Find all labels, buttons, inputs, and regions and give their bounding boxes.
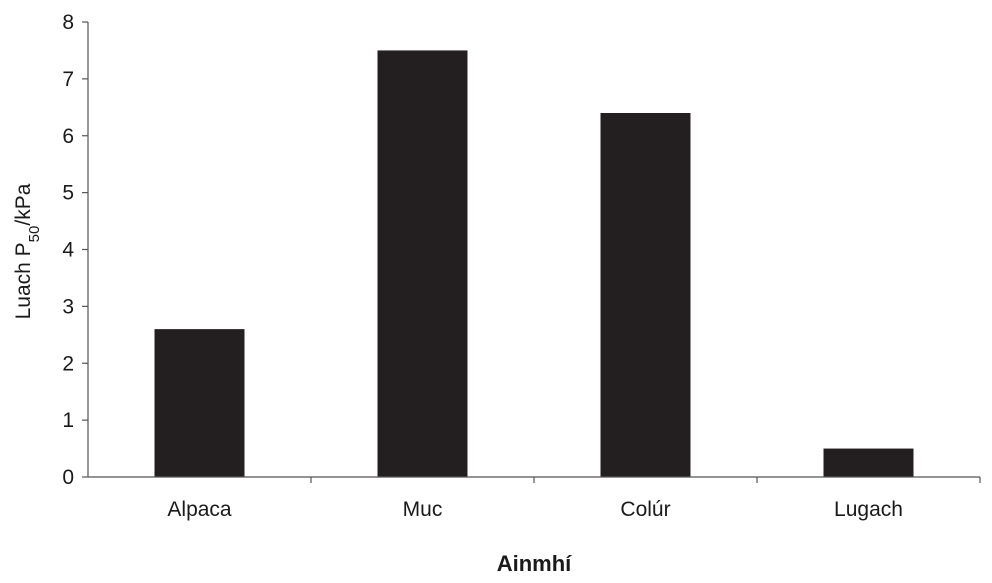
y-tick-label: 1 (62, 409, 74, 432)
bar-lugach (823, 448, 914, 477)
y-tick-label: 2 (62, 352, 74, 375)
y-tick-label: 8 (62, 11, 74, 34)
y-axis-title-prefix: Luach P (12, 242, 35, 319)
x-category-label: Alpaca (167, 498, 232, 521)
x-category-label: Colúr (620, 498, 670, 521)
y-tick-label: 5 (62, 182, 74, 205)
x-category-label: Lugach (834, 498, 903, 521)
y-ticks-group: 0 1 2 3 4 5 6 7 8 (62, 11, 88, 489)
y-tick-label: 3 (62, 295, 74, 318)
bar-alpaca (154, 329, 245, 477)
y-tick-label: 0 (62, 466, 74, 489)
y-tick-label: 6 (62, 125, 74, 148)
bar-colúr (600, 113, 691, 477)
x-category-label: Muc (403, 498, 443, 521)
y-tick-label: 4 (62, 239, 74, 262)
x-ticks-group: Alpaca Muc Colúr Lugach (167, 477, 981, 521)
y-axis-title-subscript: 50 (26, 226, 43, 243)
y-tick-label: 7 (62, 68, 74, 91)
bar-muc (377, 50, 468, 477)
y-axis-title: Luach P50/kPa (12, 183, 43, 319)
y-axis-title-suffix: /kPa (12, 183, 35, 225)
bars-group (154, 50, 914, 477)
x-axis-title: Ainmhí (497, 551, 572, 576)
